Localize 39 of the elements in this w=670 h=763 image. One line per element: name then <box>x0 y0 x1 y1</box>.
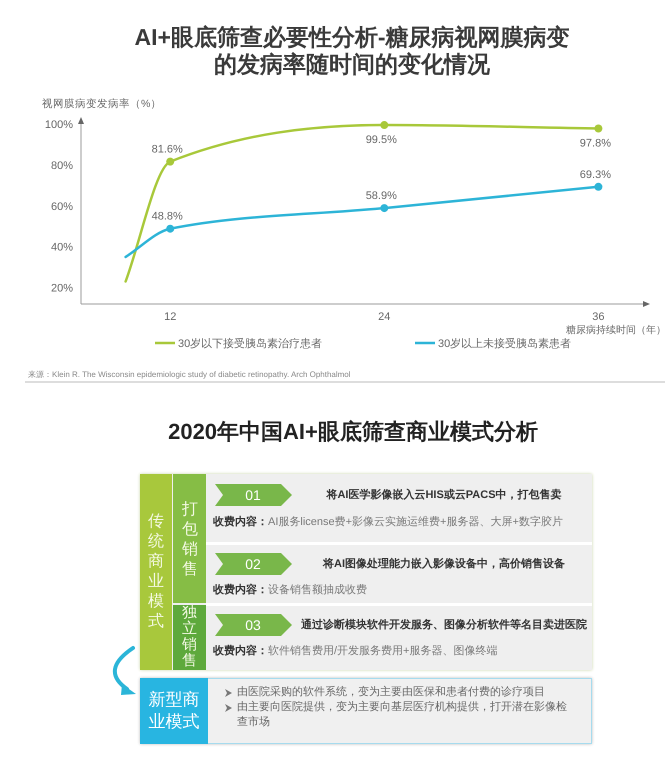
x-tick-label: 12 <box>164 311 176 323</box>
data-label: 48.8% <box>152 210 184 223</box>
data-label: 58.9% <box>366 190 398 202</box>
chart-title: AI+眼底筛查必要性分析-糖尿病视网膜病变的发病率随时间的变化情况 <box>133 24 571 78</box>
y-tick-label: 20% <box>50 282 74 295</box>
legend-label: 30岁以下接受胰岛素治疗患者 <box>178 337 322 350</box>
text: 01 <box>244 486 262 504</box>
data-label: 81.6% <box>152 144 184 156</box>
x-tick-label: 24 <box>378 311 390 323</box>
x-axis-title: 糖尿病持续时间（年） <box>566 324 666 336</box>
y-tick-label: 40% <box>50 242 74 254</box>
text: 软件销售费用/开发服务费用+服务器、图像终端 <box>268 645 498 657</box>
text: 独立销售 <box>181 604 198 669</box>
data-label: 69.3% <box>580 168 612 181</box>
text: 收费内容： <box>213 645 268 657</box>
text: 收费内容： <box>213 584 268 596</box>
text: 03 <box>244 616 262 634</box>
text: 将AI医学影像嵌入云HIS或云PACS中，打包售卖 <box>325 488 563 503</box>
legend-label: 30岁以上未接受胰岛素患者 <box>438 337 572 350</box>
data-label: 97.8% <box>580 138 612 150</box>
text: 由主要向医院提供，变为主要向基层医疗机构提供，打开潜在影像检查市场 <box>237 700 568 730</box>
text: 传统商业模式 <box>147 512 165 632</box>
text: 02 <box>244 555 262 573</box>
text: AI服务license费+影像云实施运维费+服务器、大屏+数字胶片 <box>268 516 563 528</box>
text: 通过诊断模块软件开发服务、图像分析软件等名目卖进医院 <box>300 618 588 633</box>
text: 由医院采购的软件系统，变为主要由医保和患者付费的诊疗项目 <box>237 685 546 700</box>
y-tick-label: 60% <box>50 200 74 213</box>
x-tick-label: 36 <box>592 311 605 323</box>
y-tick-label: 80% <box>50 160 74 172</box>
text: 新型商业模式 <box>148 689 200 733</box>
y-axis-title: 视网膜病变发病率（%） <box>42 97 162 110</box>
text: 将AI图像处理能力嵌入影像设备中，高价销售设备 <box>322 556 566 572</box>
text: 2020年中国AI+眼底筛查商业模式分析 <box>167 418 539 446</box>
text: 打包销售 <box>181 500 199 580</box>
y-tick-label: 100% <box>44 119 74 131</box>
data-label: 99.5% <box>366 134 398 146</box>
source-note: 来源：Klein R. The Wisconsin epidemiologic study of diabetic retinopathy. Arch Ophthalmol <box>28 370 351 379</box>
text: 设备销售额抽成收费 <box>268 584 367 596</box>
text: 收费内容： <box>213 516 268 528</box>
